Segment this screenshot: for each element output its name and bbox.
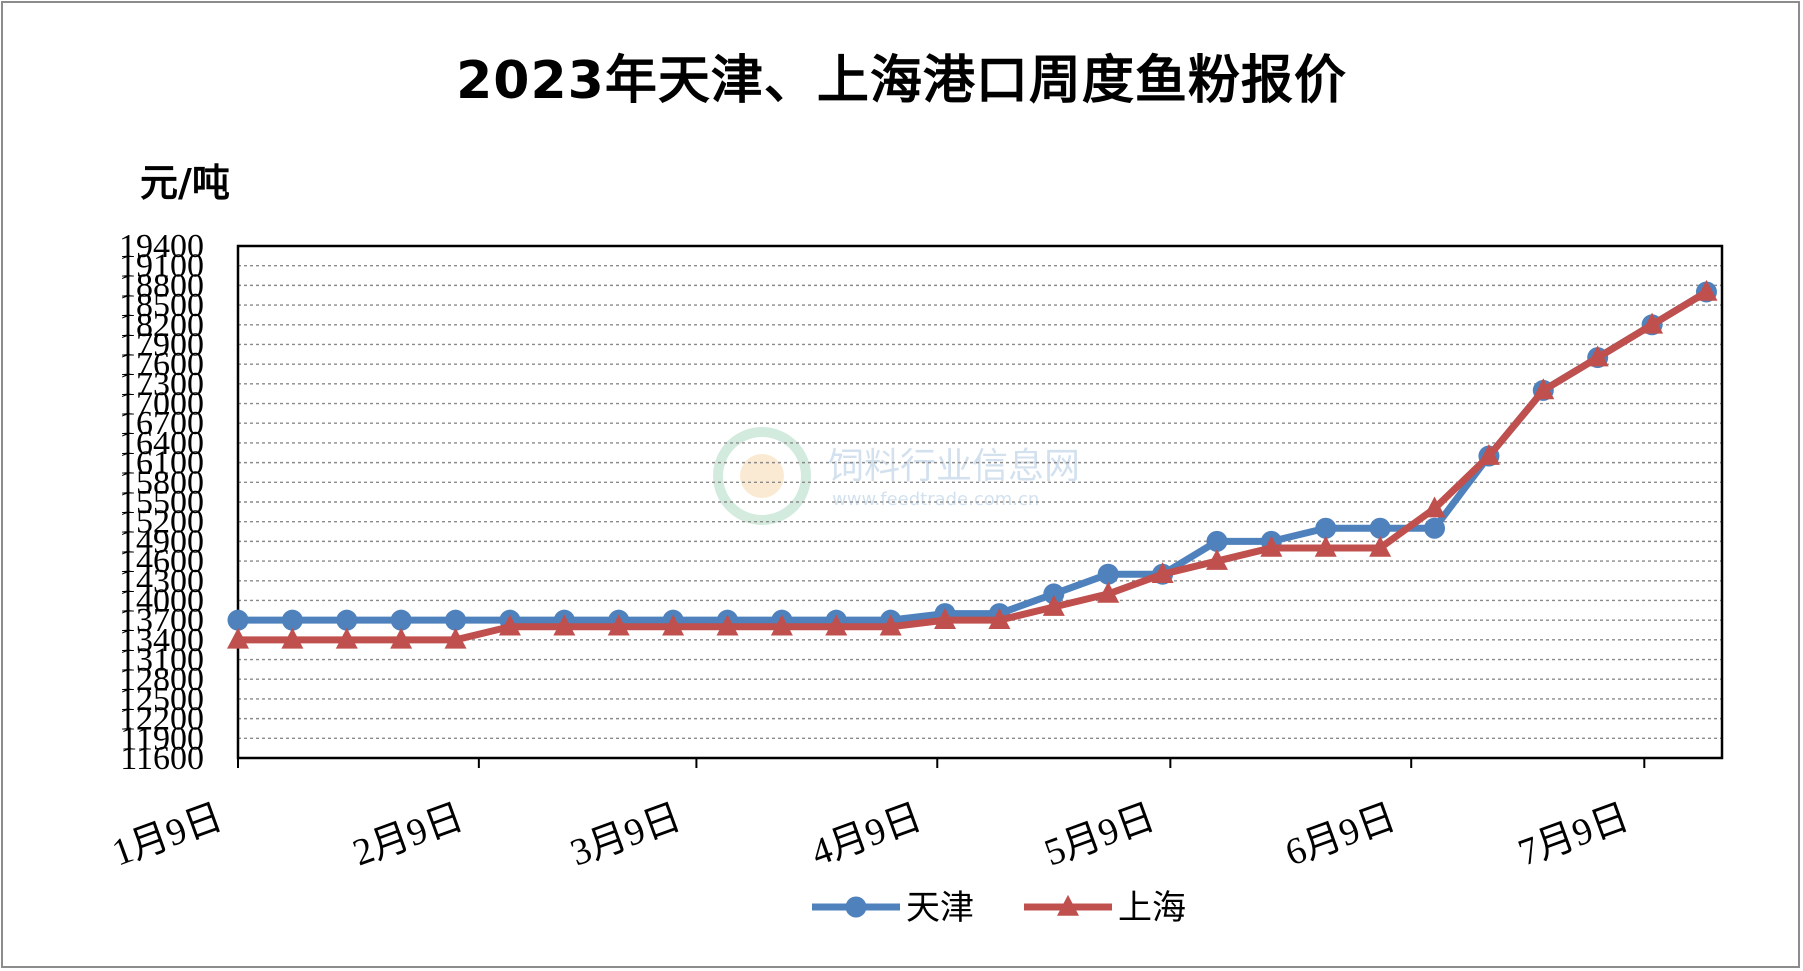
x-tick-label: 6月9日 [1280, 796, 1402, 874]
x-tick-label: 5月9日 [1039, 796, 1161, 874]
y-tick-label: 19400 [119, 228, 204, 265]
data-point [444, 627, 467, 649]
legend-label: 上海 [1118, 888, 1186, 928]
data-point [1097, 581, 1120, 603]
data-point [227, 627, 249, 649]
data-point [1423, 496, 1446, 518]
legend: 天津 上海 [812, 888, 1186, 928]
data-point [1314, 535, 1337, 557]
data-point [1260, 535, 1283, 557]
series-shanghai [227, 279, 1718, 649]
y-tick-label: 15800 [119, 464, 204, 501]
data-point [825, 614, 848, 636]
y-tick-label: 14600 [119, 543, 204, 580]
y-tick-label: 17600 [119, 346, 204, 383]
y-tick-label: 13400 [119, 622, 204, 659]
series-line [238, 288, 1709, 644]
y-tick-label: 18500 [119, 287, 204, 324]
x-tick-label: 3月9日 [565, 796, 687, 874]
data-point [1369, 535, 1392, 557]
data-point [1097, 563, 1119, 585]
watermark-title: 饲料行业信息网 [828, 446, 1080, 487]
data-point [1369, 517, 1391, 539]
legend-item: 上海 [1024, 888, 1186, 928]
series-line [238, 288, 1709, 624]
y-tick-label: 14900 [119, 523, 204, 560]
y-tick-label: 17000 [119, 386, 204, 423]
y-tick-label: 15500 [119, 484, 204, 521]
x-tick-label: 7月9日 [1513, 796, 1635, 874]
data-point [1315, 517, 1337, 539]
y-tick-label: 15200 [119, 504, 204, 541]
data-point [390, 609, 412, 631]
data-point [1695, 279, 1718, 301]
y-tick-label: 12500 [119, 681, 204, 718]
y-tick-label: 18200 [119, 307, 204, 344]
data-point [281, 627, 304, 649]
x-tick-label: 1月9日 [107, 796, 229, 874]
data-point [1424, 517, 1446, 539]
watermark: 饲料行业信息网 www.feedtrade.com.cn [713, 427, 1080, 525]
data-point [934, 608, 957, 629]
x-tick-label: 4月9日 [806, 796, 928, 874]
x-axis: 1月9日 2月9日 3月9日 4月9日 5月9日 6月9日 7月9日 [107, 758, 1646, 874]
data-point [770, 614, 793, 636]
chart-title: 2023年天津、上海港口周度鱼粉报价 [456, 51, 1347, 111]
y-tick-label: 16100 [119, 445, 204, 482]
y-tick-label: 13100 [119, 642, 204, 679]
y-tick-label: 17900 [119, 326, 204, 363]
data-point [335, 627, 358, 649]
data-point [1586, 345, 1609, 367]
y-tick-label: 16400 [119, 425, 204, 462]
data-point [227, 609, 249, 631]
y-tick-label: 19100 [119, 248, 204, 285]
x-tick-label: 2月9日 [348, 796, 470, 874]
data-point [716, 614, 739, 636]
data-point [281, 609, 303, 631]
watermark-url: www.feedtrade.com.cn [832, 489, 1039, 510]
watermark-logo-icon [713, 427, 811, 525]
y-tick-label: 14000 [119, 582, 204, 619]
y-tick-label: 14300 [119, 563, 204, 600]
data-point [607, 614, 630, 636]
data-point [1042, 594, 1065, 616]
legend-item: 天津 [812, 888, 974, 928]
y-tick-label: 11600 [120, 740, 204, 777]
data-point [988, 608, 1011, 629]
data-point [1477, 443, 1500, 465]
data-point [1206, 530, 1228, 552]
legend-marker [1057, 894, 1079, 916]
data-point [879, 614, 902, 636]
series-layer [227, 279, 1718, 649]
data-point [662, 614, 685, 636]
plot-area-border [236, 244, 1724, 760]
data-point [390, 627, 413, 649]
data-point [336, 609, 358, 631]
y-tick-label: 11900 [120, 720, 204, 757]
legend-marker [845, 896, 867, 918]
y-tick-label: 12800 [119, 661, 204, 698]
data-point [1205, 548, 1228, 570]
legend-label: 天津 [906, 888, 974, 928]
grid-lines [238, 264, 1722, 740]
y-axis: 1160011900122001250012800131001340013700… [119, 228, 204, 777]
data-point [1641, 312, 1664, 334]
data-point [1532, 378, 1555, 400]
y-tick-label: 13700 [119, 602, 204, 639]
y-tick-label: 17300 [119, 366, 204, 403]
data-point [498, 614, 521, 636]
data-point [553, 614, 576, 636]
watermark-logo-core-icon [740, 454, 784, 498]
data-point [445, 609, 467, 631]
y-tick-label: 12200 [119, 701, 204, 738]
y-tick-label: 18800 [119, 267, 204, 304]
y-axis-unit-label: 元/吨 [140, 161, 230, 205]
data-point [1043, 583, 1065, 605]
data-point [1151, 562, 1174, 584]
y-tick-label: 16700 [119, 405, 204, 442]
